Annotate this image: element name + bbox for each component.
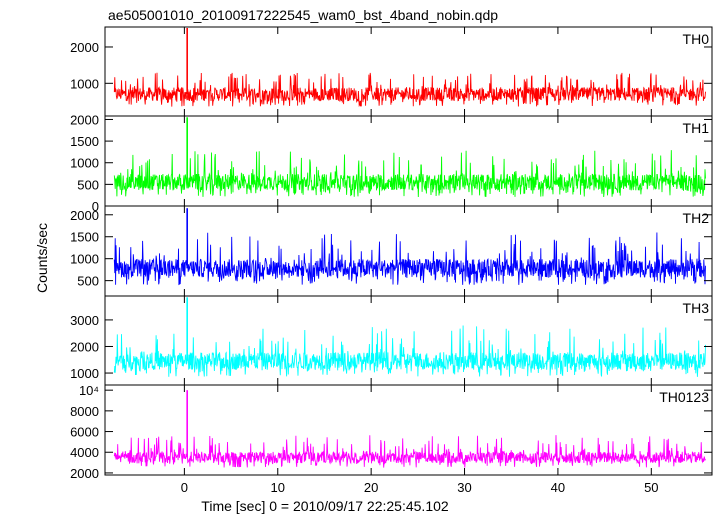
series-line-th2 — [113, 232, 706, 286]
y-tick-label: 2000 — [70, 339, 99, 354]
x-axis-label: Time [sec] 0 = 2010/09/17 22:25:45.102 — [201, 498, 449, 514]
y-tick-label: 1500 — [70, 134, 99, 149]
x-tick-label: 0 — [181, 480, 188, 495]
chart-title: ae505001010_20100917222545_wam0_bst_4ban… — [108, 7, 498, 23]
series-line-th1 — [113, 150, 706, 198]
y-tick-label: 1500 — [70, 230, 99, 245]
y-tick-label: 0 — [92, 199, 99, 214]
y-tick-label: 500 — [77, 274, 99, 289]
x-tick-label: 10 — [271, 480, 285, 495]
y-tick-label: 3000 — [70, 313, 99, 328]
x-tick-label: 20 — [364, 480, 378, 495]
y-tick-label: 2000 — [70, 112, 99, 127]
panel-label-th0: TH0 — [683, 31, 710, 47]
x-tick-label: 40 — [551, 480, 565, 495]
series-line-th0 — [113, 72, 706, 108]
y-tick-label: 1000 — [70, 156, 99, 171]
series-line-th3 — [113, 325, 706, 378]
series-line-th0123 — [113, 435, 706, 468]
panel-frame-th0 — [104, 26, 713, 117]
x-tick-label: 50 — [644, 480, 658, 495]
y-tick-label: 2000 — [70, 466, 99, 481]
y-tick-label: 1000 — [70, 76, 99, 91]
y-tick-label: 10⁴ — [79, 383, 99, 398]
y-tick-label: 1000 — [70, 252, 99, 267]
y-tick-label: 6000 — [70, 425, 99, 440]
panel-label-th2: TH2 — [683, 210, 710, 226]
x-tick-label: 30 — [457, 480, 471, 495]
y-axis-label: Counts/sec — [34, 223, 50, 293]
panel-label-th3: TH3 — [683, 300, 710, 316]
y-tick-label: 4000 — [70, 445, 99, 460]
y-tick-label: 8000 — [70, 404, 99, 419]
y-tick-label: 2000 — [70, 208, 99, 223]
y-tick-label: 1000 — [70, 366, 99, 381]
y-tick-label: 500 — [77, 177, 99, 192]
panel-frame-th0123 — [104, 384, 713, 476]
panel-label-th1: TH1 — [683, 120, 710, 136]
panel-frame-th3 — [104, 295, 713, 386]
y-tick-label: 2000 — [70, 40, 99, 55]
panel-label-th0123: TH0123 — [659, 389, 709, 405]
